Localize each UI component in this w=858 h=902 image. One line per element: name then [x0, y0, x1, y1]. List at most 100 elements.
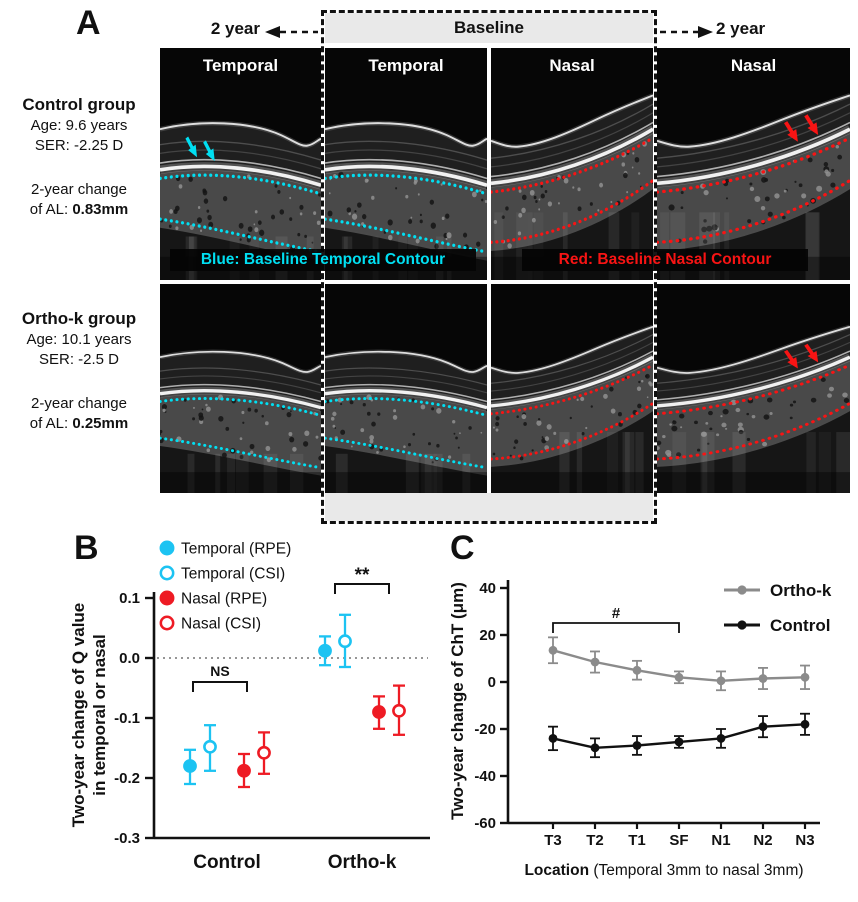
choroid-speckle: [825, 171, 831, 177]
choroid-speckle: [585, 426, 588, 430]
choroid-speckle: [701, 226, 707, 233]
baseline-contour-upper: [160, 397, 321, 417]
data-point: [716, 734, 726, 743]
choroid-speckle: [304, 430, 310, 437]
choroid-speckle: [632, 152, 635, 155]
data-point: [800, 719, 810, 729]
choroid-speckle: [518, 189, 522, 193]
choroid-speckle: [724, 427, 728, 430]
choroid-speckle: [766, 397, 773, 403]
choroid-speckle: [597, 209, 600, 212]
choroid-speckle: [193, 406, 195, 409]
choroid-speckle: [183, 398, 187, 402]
choroid-speckle: [495, 416, 500, 421]
choroid-speckle: [340, 403, 343, 406]
sclera-region: [325, 444, 487, 493]
choroid-speckle: [265, 445, 271, 452]
y-tick-label: -0.3: [114, 830, 140, 847]
choroid-speckle: [366, 411, 371, 416]
choroid-speckle: [563, 177, 569, 184]
choroid-speckle: [645, 373, 650, 379]
arrow-icon: [807, 350, 819, 363]
choroid-speckle: [238, 222, 244, 229]
choroid-speckle: [192, 417, 196, 421]
series-temporal-csi-: [203, 613, 352, 772]
retina-body: [657, 95, 850, 184]
legend-label: Nasal (CSI): [181, 616, 261, 633]
choroid-speckle: [617, 412, 622, 417]
group-change-label: 2-year change: [31, 181, 127, 198]
timeline-left-label: 2 year: [210, 19, 260, 38]
choroid-speckle: [716, 433, 720, 437]
arrowhead-icon: [698, 26, 713, 38]
panel-a-label: A: [76, 4, 101, 42]
x-axis-label: Location (Temporal 3mm to nasal 3mm): [524, 862, 803, 879]
shadow-streak: [405, 453, 419, 493]
choroid-speckle: [541, 436, 544, 439]
choroid-speckle: [340, 429, 346, 435]
choroid-speckle: [521, 194, 527, 201]
choroid-speckle: [254, 210, 258, 214]
choroid-speckle: [197, 206, 201, 209]
choroid-speckle: [481, 198, 484, 202]
choroid-speckle: [746, 412, 750, 416]
contour-legend-red: Red: Baseline Nasal Contour: [522, 249, 808, 271]
y-axis-label: Two-year change of Q value: [69, 603, 88, 828]
choroid-speckle: [662, 435, 666, 439]
choroid-band: [491, 133, 653, 251]
choroid-speckle: [431, 461, 434, 464]
choroid-speckle: [517, 231, 522, 236]
group-name: Ortho-k group: [21, 309, 137, 328]
retina-striation: [160, 375, 321, 394]
choroid-speckle: [672, 420, 677, 425]
choroid-speckle: [657, 440, 662, 446]
choroid-speckle: [436, 443, 440, 448]
choroid-speckle: [711, 224, 718, 231]
data-point: [590, 657, 600, 667]
shadow-streak: [215, 453, 221, 493]
choroid-speckle: [299, 212, 303, 216]
choroid-speckle: [453, 432, 456, 435]
choroid-speckle: [636, 386, 642, 392]
choroid-speckle: [369, 439, 374, 444]
y-tick-label: 0: [488, 674, 496, 691]
choroid-speckle: [707, 442, 710, 445]
choroid-speckle: [577, 206, 582, 212]
choroid-speckle: [564, 438, 569, 444]
shadow-streak: [424, 453, 432, 493]
baseline-contour-upper: [657, 363, 850, 416]
hash-bracket: [552, 622, 680, 633]
choroid-speckle: [783, 189, 787, 193]
retina-striation: [325, 149, 487, 170]
shadow-streak: [516, 212, 528, 280]
choroid-speckle: [679, 413, 685, 419]
choroid-speckle: [455, 436, 458, 440]
group-change-label: 2-year change: [31, 395, 127, 412]
ilm-line: [491, 94, 653, 148]
choroid-speckle: [794, 180, 797, 183]
choroid-speckle: [623, 172, 628, 179]
shadow-streak: [700, 432, 708, 493]
choroid-speckle: [835, 144, 840, 149]
choroid-speckle: [440, 183, 443, 186]
choroid-speckle: [816, 185, 823, 192]
choroid-speckle: [376, 450, 379, 454]
choroid-speckle: [434, 243, 439, 250]
choroid-speckle: [680, 190, 684, 195]
shadow-streak: [806, 432, 816, 493]
series-nasal-csi-: [257, 684, 406, 775]
choroid-speckle: [696, 448, 701, 452]
legend-label: Control: [770, 616, 830, 635]
choroid-speckle: [188, 176, 193, 182]
right-dashed-arrow-icon: [660, 26, 713, 38]
choroid-speckle: [303, 441, 309, 447]
choroid-speckle: [200, 229, 203, 232]
choroid-speckle: [369, 434, 375, 441]
shadow-streak: [608, 212, 620, 280]
choroid-speckle: [360, 428, 365, 433]
rpe-band: [491, 127, 653, 186]
shadow-streak: [622, 432, 630, 493]
arrow-icon: [787, 129, 798, 142]
choroid-speckle: [668, 204, 675, 211]
choroid-speckle: [703, 190, 709, 196]
